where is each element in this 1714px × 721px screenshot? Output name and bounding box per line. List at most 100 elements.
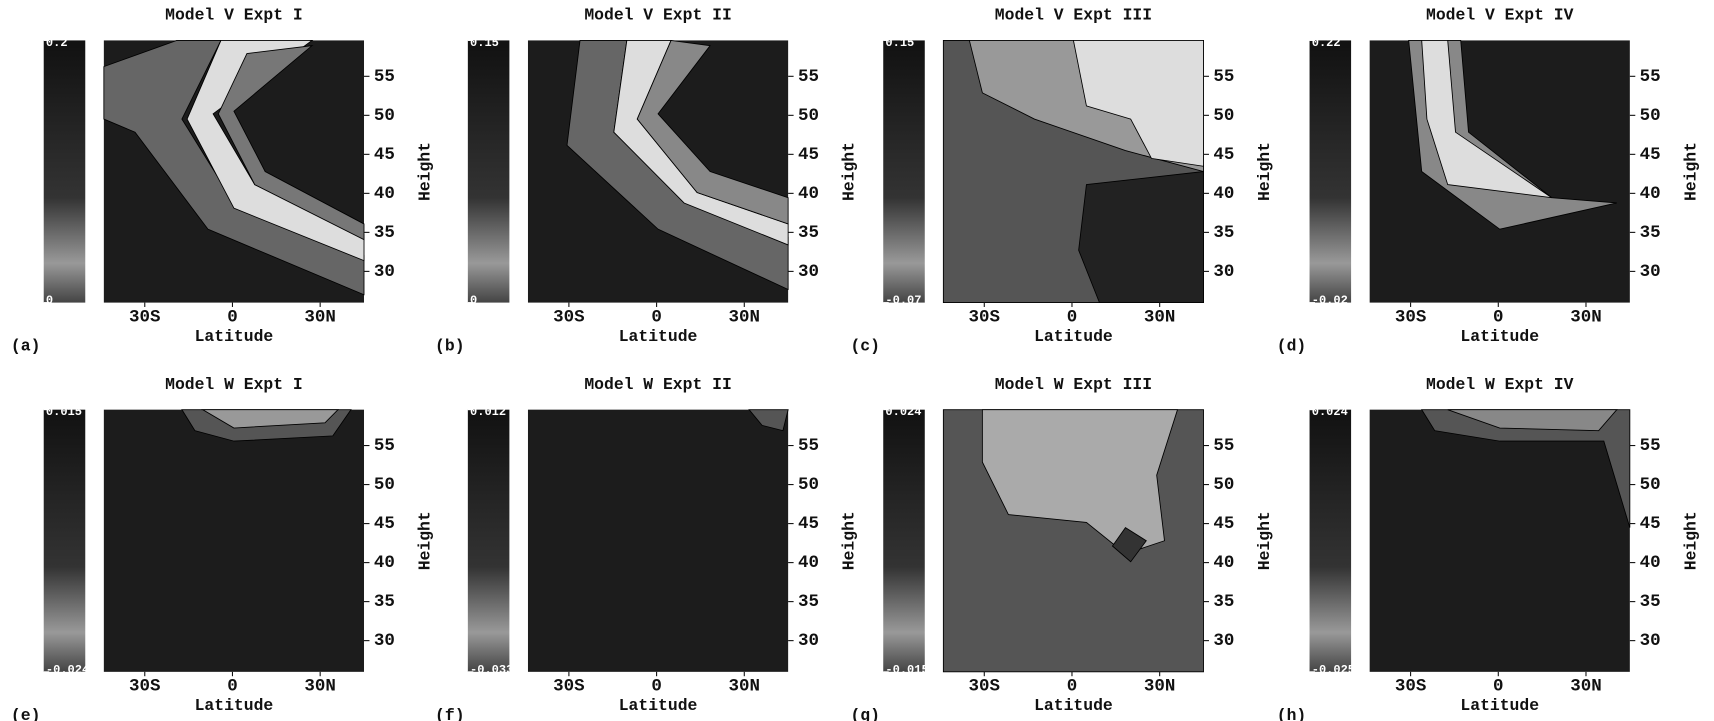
y-tick-label: 40 xyxy=(1640,184,1661,204)
y-tick-label: 35 xyxy=(374,592,395,612)
y-tick-label: 45 xyxy=(798,145,819,165)
y-tick-label: 35 xyxy=(1213,592,1234,612)
x-axis-label: Latitude xyxy=(195,327,274,346)
y-tick-label: 45 xyxy=(1213,145,1234,165)
y-tick-label: 40 xyxy=(798,553,819,573)
y-tick-label: 45 xyxy=(1213,514,1234,534)
colorbar xyxy=(883,40,925,303)
y-tick-label: 50 xyxy=(1640,475,1661,495)
colorbar xyxy=(467,40,510,303)
contour-region xyxy=(201,409,340,429)
y-axis-label: Height xyxy=(840,142,859,201)
contour-region xyxy=(1111,527,1147,563)
y-tick-label: 55 xyxy=(1640,67,1661,87)
x-tick-label: 0 xyxy=(651,307,661,327)
x-tick-label: 0 xyxy=(1493,677,1503,697)
x-tick-label: 30S xyxy=(129,307,160,327)
colorbar-tick-label: 0.015 xyxy=(46,405,82,419)
y-tick-label: 40 xyxy=(374,553,395,573)
colorbar-tick-label: -0.033 xyxy=(470,663,513,677)
x-axis-label: Latitude xyxy=(1460,696,1539,715)
y-tick-label: 40 xyxy=(1640,553,1661,573)
x-tick-label: 30N xyxy=(1570,307,1601,327)
y-tick-label: 30 xyxy=(374,262,395,282)
panel-label: (h) xyxy=(1277,706,1306,721)
panel-label: (d) xyxy=(1277,337,1306,356)
x-tick-label: 30S xyxy=(553,677,584,697)
y-tick-label: 55 xyxy=(1640,436,1661,456)
contour-region xyxy=(1072,39,1204,167)
y-tick-label: 55 xyxy=(374,436,395,456)
x-tick-label: 30S xyxy=(129,677,160,697)
y-axis-label: Height xyxy=(840,511,859,570)
colorbar-tick-label: 0.024 xyxy=(885,405,921,419)
x-tick-label: 30N xyxy=(304,307,335,327)
x-axis-label: Latitude xyxy=(1034,327,1113,346)
colorbar-tick-label: -0.07 xyxy=(885,294,921,308)
panel-title: Model V Expt III xyxy=(995,6,1152,25)
x-tick-label: 0 xyxy=(227,307,237,327)
x-tick-label: 30N xyxy=(304,677,335,697)
colorbar-tick-label: 0.15 xyxy=(470,36,499,50)
y-tick-label: 50 xyxy=(798,475,819,495)
x-tick-label: 0 xyxy=(1493,307,1503,327)
x-tick-label: 30S xyxy=(969,677,1000,697)
colorbar xyxy=(883,409,925,672)
x-tick-label: 30N xyxy=(1570,677,1601,697)
plot-field xyxy=(1369,409,1630,672)
y-tick-label: 55 xyxy=(798,436,819,456)
y-tick-label: 35 xyxy=(1640,223,1661,243)
colorbar-tick-label: 0 xyxy=(470,294,477,308)
contour-region xyxy=(636,39,789,225)
x-tick-label: 0 xyxy=(227,677,237,697)
panel-title: Model W Expt III xyxy=(995,375,1152,394)
y-axis-label: Height xyxy=(1255,142,1274,201)
x-axis-label: Latitude xyxy=(1460,327,1539,346)
panel-label: (b) xyxy=(435,337,464,356)
panel-title: Model W Expt IV xyxy=(1426,375,1574,394)
colorbar xyxy=(43,40,86,303)
panel-title: Model V Expt I xyxy=(165,6,303,25)
y-tick-label: 50 xyxy=(1640,106,1661,126)
colorbar-tick-label: 0.22 xyxy=(1312,36,1341,50)
colorbar-tick-label: -0.024 xyxy=(46,663,89,677)
x-tick-label: 0 xyxy=(1067,677,1077,697)
colorbar xyxy=(43,409,86,672)
contour-region xyxy=(1078,171,1204,304)
y-tick-label: 40 xyxy=(1213,184,1234,204)
y-tick-label: 50 xyxy=(798,106,819,126)
x-axis-label: Latitude xyxy=(195,696,274,715)
panel-title: Model V Expt II xyxy=(584,6,731,25)
y-tick-label: 30 xyxy=(798,631,819,651)
colorbar-tick-label: 0.15 xyxy=(885,36,914,50)
x-tick-label: 0 xyxy=(651,677,661,697)
colorbar-tick-label: 0.012 xyxy=(470,405,506,419)
y-tick-label: 30 xyxy=(1213,262,1234,282)
plot-field xyxy=(103,409,365,672)
contour-region xyxy=(1447,409,1618,432)
y-tick-label: 40 xyxy=(374,184,395,204)
contour-region xyxy=(1420,409,1631,528)
colorbar-tick-label: -0.025 xyxy=(1312,663,1355,677)
panel-title: Model V Expt IV xyxy=(1426,6,1574,25)
x-tick-label: 30N xyxy=(729,677,760,697)
x-tick-label: 30S xyxy=(1395,307,1426,327)
y-tick-label: 45 xyxy=(374,145,395,165)
x-tick-label: 0 xyxy=(1067,307,1077,327)
y-tick-label: 35 xyxy=(798,223,819,243)
y-tick-label: 30 xyxy=(1213,631,1234,651)
panel-label: (c) xyxy=(850,337,879,356)
y-tick-label: 55 xyxy=(1213,436,1234,456)
y-tick-label: 45 xyxy=(1640,514,1661,534)
panel-label: (f) xyxy=(435,706,464,721)
contour-region xyxy=(217,45,365,241)
panel-label: (a) xyxy=(11,337,40,356)
y-tick-label: 55 xyxy=(798,67,819,87)
x-axis-label: Latitude xyxy=(619,696,698,715)
x-tick-label: 30S xyxy=(969,307,1000,327)
y-tick-label: 40 xyxy=(798,184,819,204)
y-axis-label: Height xyxy=(1255,511,1274,570)
contour-region xyxy=(748,409,789,432)
y-tick-label: 35 xyxy=(1213,223,1234,243)
y-axis-label: Height xyxy=(1681,142,1700,201)
